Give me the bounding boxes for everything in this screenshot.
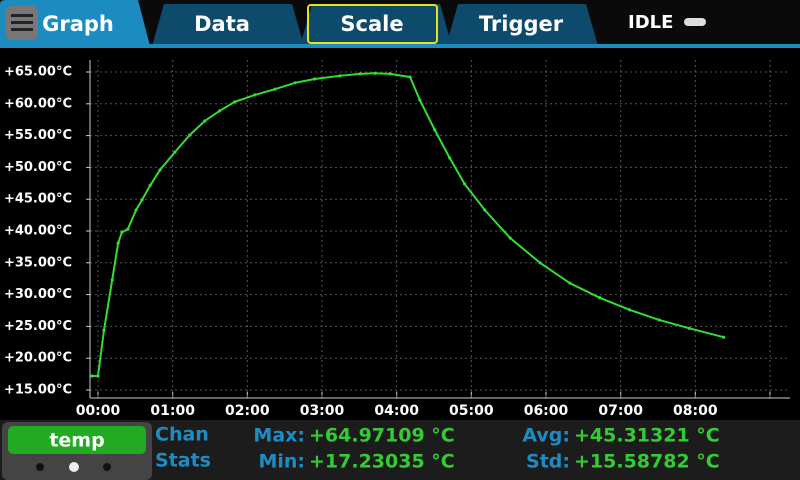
channel-name: temp	[49, 430, 104, 452]
x-tick-label: 08:00	[673, 403, 718, 419]
x-tick-label: 02:00	[225, 403, 270, 419]
stat-value: +45.31321 °C	[574, 425, 720, 447]
data-point	[463, 182, 467, 186]
y-tick-label: +60.00°C	[4, 96, 72, 111]
y-tick-label: +20.00°C	[4, 351, 72, 366]
data-point	[433, 128, 437, 132]
data-point	[373, 71, 377, 75]
data-point	[218, 109, 222, 113]
data-point	[90, 374, 94, 378]
x-tick-label: 01:00	[150, 403, 195, 419]
page-dot	[69, 462, 79, 472]
data-point	[448, 156, 452, 160]
data-point	[116, 241, 120, 245]
data-point	[508, 236, 512, 240]
data-point	[338, 74, 342, 78]
data-point	[293, 81, 297, 85]
data-point	[96, 374, 100, 378]
data-point	[408, 75, 412, 79]
x-tick-label: 05:00	[449, 403, 494, 419]
data-point	[628, 308, 632, 312]
data-point	[188, 133, 192, 137]
y-tick-label: +30.00°C	[4, 287, 72, 302]
stat-value: +17.23035 °C	[309, 451, 455, 473]
tab-data[interactable]	[152, 4, 304, 46]
y-tick-label: +40.00°C	[4, 224, 72, 239]
plot: +15.00°C +20.00°C +25.00°C +30.00°C +35.00°C…	[4, 60, 790, 419]
x-tick-label: 03:00	[300, 403, 345, 419]
page-dot	[36, 463, 44, 471]
tab-label: Scale	[340, 12, 403, 36]
tab-trigger[interactable]	[446, 4, 598, 46]
stat-label: Min:	[258, 451, 305, 473]
stat-label: Avg:	[522, 425, 570, 447]
data-point	[358, 72, 362, 76]
tab-label: Graph	[42, 12, 114, 36]
data-point	[134, 208, 138, 212]
data-point	[173, 150, 177, 154]
data-point	[598, 296, 602, 300]
y-tick-label: +35.00°C	[4, 255, 72, 270]
stats-heading: Stats	[155, 450, 211, 472]
y-tick-label: +55.00°C	[4, 128, 72, 143]
data-point	[418, 98, 422, 102]
stat-label: Max:	[253, 425, 305, 447]
tab-label: Data	[194, 12, 250, 36]
x-tick-label: 06:00	[524, 403, 569, 419]
tab-scale[interactable]	[300, 4, 452, 46]
data-point	[687, 326, 691, 330]
tab-focus	[307, 4, 438, 44]
y-tick-label: +45.00°C	[4, 192, 72, 207]
data-point	[483, 208, 487, 212]
data-point	[253, 93, 257, 97]
data-point	[126, 227, 130, 231]
data-point	[568, 281, 572, 285]
stats-heading: Chan	[155, 424, 209, 446]
x-tick-label: 00:00	[76, 403, 121, 419]
menu-icon	[11, 21, 33, 24]
page-dot	[103, 463, 111, 471]
tab-underline	[0, 44, 800, 48]
x-tick-label: 04:00	[374, 403, 419, 419]
status: IDLE	[628, 12, 673, 33]
y-tick-label: +65.00°C	[4, 65, 72, 80]
data-point	[120, 230, 124, 234]
data-point	[722, 335, 726, 339]
data-line	[92, 72, 724, 378]
data-point	[538, 261, 542, 265]
data-point	[657, 318, 662, 322]
y-tick-label: +50.00°C	[4, 160, 72, 175]
data-point	[158, 168, 162, 172]
stat-value: +64.97109 °C	[309, 425, 455, 447]
data-point	[148, 183, 152, 187]
menu-icon	[11, 28, 33, 31]
data-point	[203, 119, 207, 123]
y-tick-label: +15.00°C	[4, 383, 72, 398]
x-tick-label: 07:00	[598, 403, 643, 419]
tab-label: Trigger	[479, 12, 564, 36]
channel-button[interactable]	[8, 426, 146, 454]
stat-label: Std:	[526, 451, 570, 473]
data-point	[102, 328, 106, 332]
status-icon	[684, 18, 706, 26]
data-point	[140, 198, 144, 202]
data-point	[233, 100, 237, 104]
stat-value: +15.58782 °C	[574, 451, 720, 473]
menu-icon	[11, 14, 33, 17]
y-tick-label: +25.00°C	[4, 319, 72, 334]
data-point	[110, 278, 114, 282]
data-point	[388, 72, 392, 76]
data-point	[312, 77, 317, 81]
data-point	[273, 87, 277, 91]
